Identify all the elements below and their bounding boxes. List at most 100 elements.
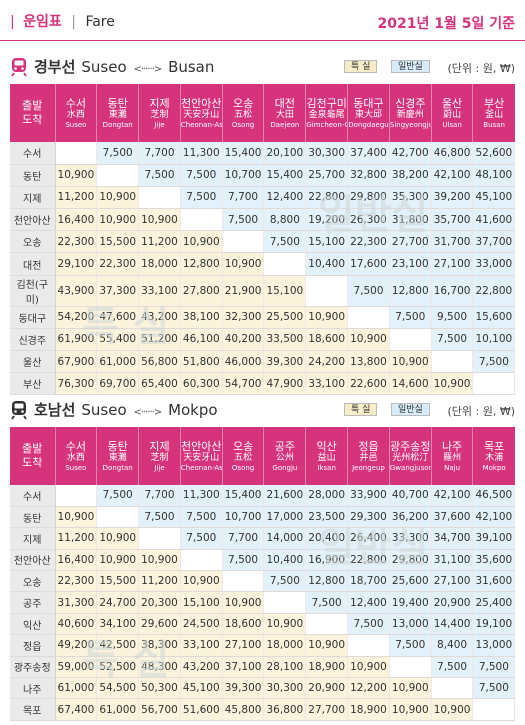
header-row: 출발 도착 수서 水西 Suseo 동탄 東灘 Dongtan 지제 芝制 Jije 천안아산 天安牙山… [10,427,515,485]
fare-cell: 15,400 [263,164,307,187]
row-station-label: 광주송정 [10,656,56,679]
fare-cell: 46,100 [180,328,223,352]
fare-cell: 46,800 [431,142,474,165]
fare-cell: 51,600 [180,698,223,721]
station-name-english: Osong [231,120,255,129]
station-name-hanja: 東灘 [108,109,127,120]
fare-cell: 7,500 [347,613,390,636]
fare-cell: 23,500 [305,506,349,529]
fare-cell: 20,100 [263,142,307,165]
fare-cell: 7,700 [222,527,265,550]
fare-cell: 49,200 [55,634,98,657]
fare-cell: 8,800 [263,208,307,232]
fare-cell: 54,200 [55,306,98,329]
fare-cell: 18,600 [305,328,349,352]
corner-label: 도착 [22,456,43,469]
station-header: 동탄 東灘 Dongtan [96,427,140,485]
fare-cell: 7,500 [222,208,265,232]
fare-cell: 15,500 [96,570,140,593]
fare-cell: 23,100 [389,252,432,276]
fare-table-body: 수서 7,500 7,700 11,300 15,400 20,100 30,300 37,4… [10,142,516,396]
fare-table-head: 출발 도착 수서 水西 Suseo 동탄 東灘 Dongtan 지제 芝制 Jije 천안아산 天安牙山… [10,427,515,485]
fare-cell: 48,100 [472,164,516,187]
station-header: 오송 五松 Osong [222,84,265,142]
fare-cell [96,164,140,187]
station-name-hanja: 芝制 [150,452,169,463]
fare-cell: 54,500 [96,677,140,700]
fare-cell: 47,600 [96,306,140,329]
fare-cell: 20,900 [305,677,349,700]
fare-cell: 27,800 [180,275,223,307]
table-row: 지제 11,200 10,900 7,500 7,700 12,400 22,800 29,8… [10,186,516,210]
fare-cell: 31,300 [55,591,98,614]
fare-cell: 11,200 [55,186,98,210]
station-name-korean: 수서 [65,96,87,110]
fare-cell: 29,300 [347,506,390,529]
fare-cell: 10,900 [138,208,181,232]
corner-label: 출발 [22,99,43,112]
station-header: 신경주 新慶州 Singyeongju [389,84,432,142]
fare-cell: 17,600 [347,252,390,276]
fare-cell: 32,800 [347,164,390,187]
fare-cell: 16,400 [55,549,98,572]
row-station-label: 지제 [10,186,56,210]
station-name-hanja: 新慶州 [396,109,424,120]
station-name-korean: 천안아산 [181,96,222,110]
fare-cell: 19,100 [472,613,516,636]
effective-date: 2021년 1월 5일 기준 [377,16,515,32]
fare-cell: 27,100 [431,252,474,276]
fare-cell: 7,500 [180,527,223,550]
honam-line-section: 호남선 Suseo <······> Mokpo 특 실 일반실 (단위 : 원,… [0,397,525,721]
section-header: 경부선 Suseo <······> Busan 특 실 일반실 (단위 : 원,… [0,54,525,80]
station-name-hanja: 光州松汀 [392,452,429,463]
fare-cell: 19,400 [389,591,432,614]
station-name-hanja: 東灘 [108,452,127,463]
fare-cell: 33,000 [472,252,516,276]
fare-cell: 43,200 [180,656,223,679]
fare-cell [389,656,432,679]
table-row: 오송 22,300 15,500 11,200 10,900 7,500 15,100 22,… [10,230,516,254]
fare-cell: 17,000 [263,506,307,529]
fare-cell: 52,600 [472,142,516,165]
fare-cell: 7,500 [138,164,181,187]
fare-cell: 12,400 [347,591,390,614]
fare-cell: 7,500 [180,164,223,187]
table-row: 수서 7,500 7,700 11,300 15,400 21,600 28,000 33,9… [10,485,516,507]
fare-cell: 46,000 [222,350,265,374]
fare-cell: 7,500 [472,677,516,700]
fare-cell: 40,200 [222,328,265,352]
fare-cell: 10,900 [222,591,265,614]
fare-cell: 61,900 [55,328,98,352]
fare-cell: 33,100 [305,372,349,396]
fare-cell: 10,900 [305,634,349,657]
fare-cell: 11,200 [138,570,181,593]
fare-cell: 22,300 [55,230,98,254]
fare-cell: 46,500 [472,485,516,507]
station-name-english: Jeongeup [352,463,385,472]
fare-cell: 21,900 [222,275,265,307]
station-header: 지제 芝制 Jije [138,427,181,485]
fare-cell: 7,500 [180,186,223,210]
fare-cell: 67,400 [55,698,98,721]
station-name-english: Dongtan [102,120,133,129]
fare-cell: 25,500 [263,306,307,329]
fare-cell: 11,200 [55,527,98,550]
line-arrow: <······> [133,64,162,75]
title-bar-glyph: | [10,14,15,30]
fare-cell: 51,200 [138,328,181,352]
station-name-korean: 지제 [149,439,170,453]
station-name-english: Mokpo [482,463,506,472]
fare-cell: 28,100 [263,656,307,679]
table-row: 대전 29,100 22,300 18,000 12,800 10,900 10,400 17… [10,252,516,276]
table-row: 지제 11,200 10,900 7,500 7,700 14,000 20,400 26,4… [10,527,516,550]
station-name-korean: 오송 [232,96,254,110]
station-name-korean: 대전 [274,96,295,110]
fare-cell: 10,900 [96,208,140,232]
fare-cell: 10,900 [389,350,432,374]
row-station-label: 목포 [10,698,56,721]
row-station-label: 동대구 [10,306,56,329]
fare-cell: 36,800 [263,698,307,721]
table-row: 동탄 10,900 7,500 7,500 10,700 17,000 23,500 29,3… [10,506,516,529]
fare-cell: 35,600 [472,549,516,572]
